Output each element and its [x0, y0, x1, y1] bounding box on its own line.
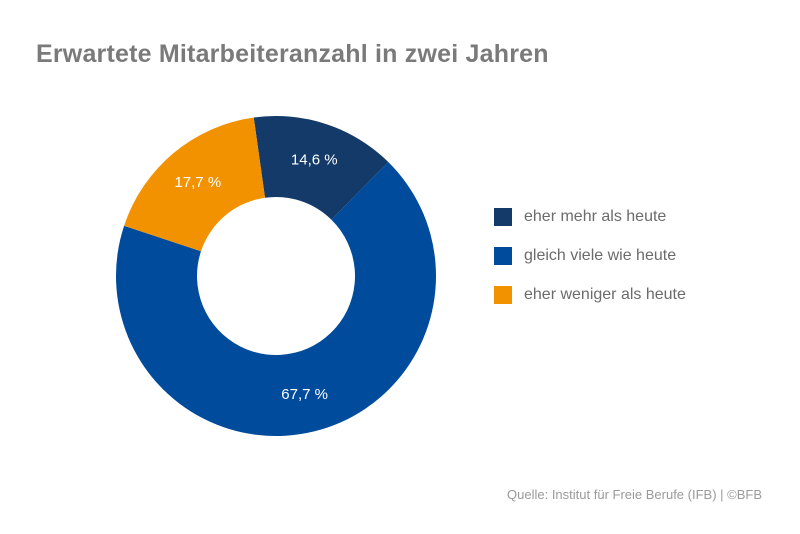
source-note: Quelle: Institut für Freie Berufe (IFB) … — [507, 487, 762, 502]
donut-slice-2 — [116, 161, 437, 437]
legend-label: gleich viele wie heute — [524, 247, 677, 264]
donut-slices — [116, 116, 437, 437]
legend: eher mehr als heute gleich viele wie heu… — [494, 207, 686, 324]
slice-label-3: 17,7 % — [174, 174, 221, 191]
slice-labels: 14,6 % 67,7 % 17,7 % — [174, 152, 337, 403]
legend-swatch — [494, 286, 512, 304]
legend-item-eher-mehr: eher mehr als heute — [494, 207, 686, 227]
donut-slice-1 — [253, 116, 389, 220]
legend-swatch — [494, 247, 512, 265]
legend-label: eher weniger als heute — [524, 286, 686, 303]
slice-label-1: 14,6 % — [291, 152, 338, 169]
slice-label-2: 67,7 % — [281, 386, 328, 403]
chart-title: Erwartete Mitarbeiteranzahl in zwei Jahr… — [36, 40, 549, 68]
legend-item-eher-weniger: eher weniger als heute — [494, 285, 686, 305]
legend-item-gleich-viele: gleich viele wie heute — [494, 246, 686, 266]
legend-label: eher mehr als heute — [524, 208, 667, 225]
donut-slice-3 — [124, 117, 266, 252]
legend-swatch — [494, 208, 512, 226]
